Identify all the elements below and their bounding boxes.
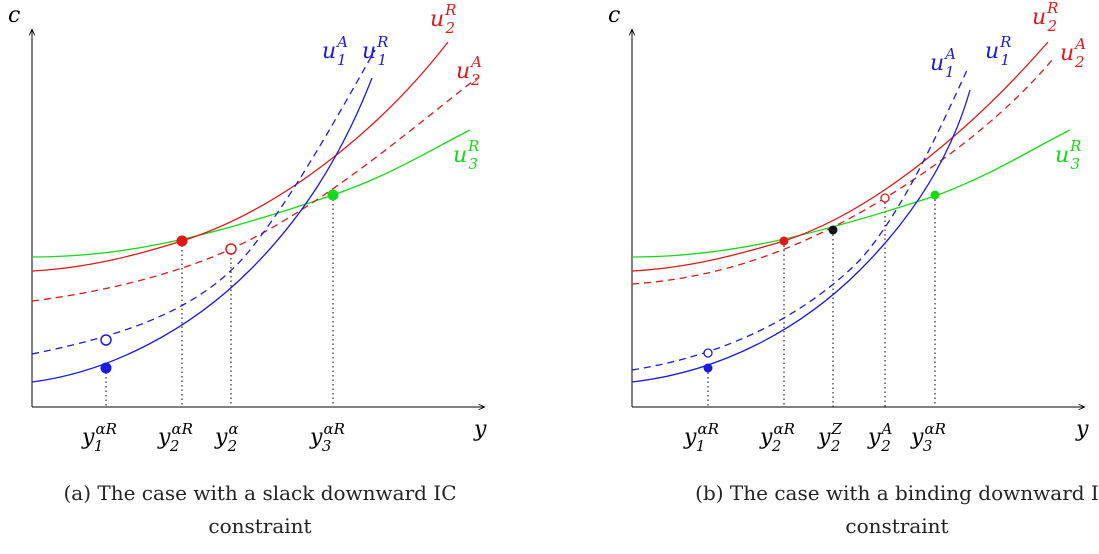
panel-b-curve-u1A [631, 67, 969, 371]
panel-b-tick-y2Z: yZ 2 [817, 420, 842, 455]
panel-b-y-axis-label: c [608, 3, 620, 28]
panel-b-curve-u2A [631, 59, 1053, 285]
panel-a-tick-y2aR: yαR 2 [157, 420, 193, 455]
panel-a-label-u2R: uR 2 [430, 1, 456, 37]
panel-a-tick-y2a: yα 2 [214, 420, 239, 455]
panel-b-label-u2A: uA 2 [1060, 35, 1086, 71]
panel-a-curve-u2R [31, 41, 449, 272]
panel-b-curve-u1R [631, 89, 971, 383]
panel-b-caption-line1: (b) The case with a binding downward I [695, 481, 1099, 505]
panel-a-label-u1A: uA 1 [322, 33, 348, 69]
panel-b-label-u3R: uR 3 [1055, 137, 1081, 173]
panel-a-point-u3R-filled [327, 189, 339, 201]
panel-a-tick-y3aR: yαR 3 [309, 420, 345, 455]
panel-b-point-u1R-filled [703, 363, 713, 373]
panel-b-label-u2R: uR 2 [1032, 0, 1058, 35]
panel-a-caption-line2: constraint [208, 514, 311, 538]
panel-a-x-axis-label: y [473, 417, 487, 442]
panel-a-curve-u2A [31, 77, 478, 302]
panel-b-point-z-filled [828, 225, 838, 235]
panel-a-curve-u1A [31, 49, 376, 355]
panel-b-point-u2R-filled [779, 236, 789, 246]
panel-a-point-u1R-filled [100, 362, 112, 374]
panel-b-tick-y3aR: yαR 3 [910, 420, 946, 455]
panel-b-label-u1A: uA 1 [930, 45, 956, 81]
panel-a-label-u3R: uR 3 [453, 137, 479, 173]
panel-b-point-u2A-open [880, 193, 890, 203]
panel-a-tick-y1aR: yαR 1 [81, 420, 117, 455]
panel-a-curve-u1R [31, 77, 373, 383]
panel-a-point-u2A-open [225, 243, 237, 255]
panel-b-tick-y2aR: yαR 2 [759, 420, 795, 455]
panel-a: c y uA 1 uR 1 uR 2 uA 2 [8, 1, 487, 538]
panel-b-curve-u3R [631, 129, 1071, 258]
panel-b-x-axis-label: y [1075, 417, 1089, 442]
panel-a-point-u1A-open [100, 334, 112, 346]
panel-a-curve-u3R [31, 129, 471, 258]
panel-b-curve-u2R [631, 41, 1049, 272]
panel-a-label-u2A: uA 2 [456, 53, 482, 89]
panel-a-y-axis-label: c [8, 3, 20, 28]
panel-a-label-u1R: uR 1 [362, 33, 388, 69]
panel-a-point-u2R-filled [176, 235, 188, 247]
panel-b: c y uA 1 uR 1 uR 2 [608, 0, 1099, 538]
panel-b-tick-y1aR: yαR 1 [683, 420, 719, 455]
panel-b-caption-line2: constraint [845, 514, 948, 538]
panel-b-point-u3R-filled [930, 190, 940, 200]
panel-a-caption-line1: (a) The case with a slack downward IC [63, 481, 456, 505]
panel-b-point-u1A-open [703, 348, 713, 358]
panel-b-tick-y2A: yA 2 [867, 420, 892, 455]
panel-b-label-u1R: uR 1 [985, 33, 1011, 69]
